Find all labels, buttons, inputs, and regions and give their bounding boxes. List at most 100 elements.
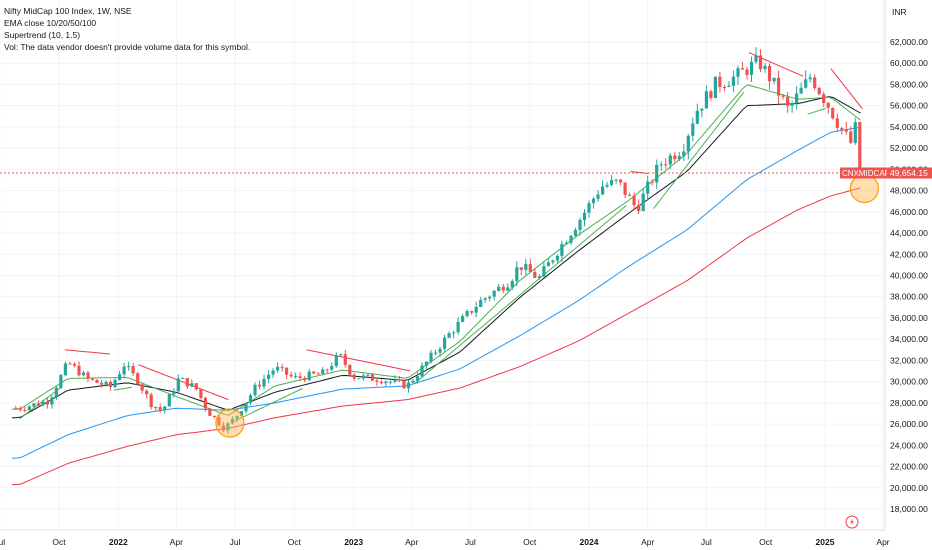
y-tick-label: 46,000.00 [890,207,928,217]
candle-body [163,406,167,411]
ema50-line [11,126,861,459]
candle-body [280,366,284,368]
candle-body [54,387,58,398]
price-axis[interactable]: 18,000.00 20,000.00 22,000.00 24,000.00 26,0… [890,37,928,514]
candle-body [366,374,370,376]
candle-body [27,406,31,410]
ema100-line [11,187,861,486]
candle-body [727,85,731,87]
candle-body [772,77,776,82]
candle-body [221,425,225,431]
candle-body [289,374,293,377]
candle-body [623,182,627,195]
candle-body [691,123,695,136]
candle-body [370,374,374,381]
candle-body [551,260,555,263]
candle-body [722,87,726,88]
candle-body [176,378,180,392]
x-tick-label: Apr [170,537,183,547]
time-axis[interactable]: Jul Oct 2022 Apr Jul Oct 2023 Apr Jul Oct 2024 Apr J… [0,537,890,547]
candle-body [826,102,830,108]
candle-body [601,186,605,195]
candle-body [470,311,474,313]
currency-label[interactable]: INR [892,7,907,17]
candle-body [230,418,234,424]
candle-body [740,68,745,70]
candle-body [709,91,713,98]
candle-body [533,271,537,278]
legend-title[interactable]: Nifty MidCap 100 Index, 1W, NSE [4,6,132,16]
candle-body [136,373,140,385]
candle-body [515,267,519,281]
candle-body [646,181,650,194]
candle-body [352,374,356,379]
candle-body [294,376,298,378]
candle-body [303,377,307,381]
candle-body [777,77,781,96]
candle-body [104,381,108,385]
candle-body [713,76,717,98]
candle-body [614,179,618,181]
candle-body [510,281,514,288]
x-tick-label: Jul [230,537,241,547]
legend-ema[interactable]: EMA close 10/20/50/100 [4,18,97,28]
candle-body [393,379,397,382]
candle-body [461,316,465,322]
candle-body [50,397,54,405]
candle-body [822,94,826,103]
x-tick-label: Jul [465,537,476,547]
candle-body [569,235,573,243]
candle-body [339,354,343,356]
candle-body [235,415,239,419]
candle-body [397,379,401,381]
candle-body [239,411,244,416]
candle-body [158,407,162,411]
candle-body [357,378,361,380]
candle-body [673,155,677,160]
candle-body [596,194,600,199]
candle-body [560,244,564,256]
candle-body [488,296,492,299]
candle-body [799,87,803,94]
candle-body [853,122,857,143]
legend-supertrend[interactable]: Supertrend (10, 1.5) [4,30,81,40]
legend-volume[interactable]: Vol: The data vendor doesn't provide vol… [4,42,251,52]
candle-body [316,373,320,375]
ema-lines [11,84,861,486]
candle-body [655,164,659,183]
y-tick-label: 40,000.00 [890,271,928,281]
candle-body [262,378,266,387]
candle-body [411,380,415,383]
candle-body [591,198,596,204]
supertrend-up-segment [413,205,627,385]
candle-body [154,407,158,408]
candle-body [181,378,185,379]
candle-body [718,76,722,87]
candle-body [59,375,63,388]
candle-body [379,381,383,384]
candle-body [736,68,740,77]
ema20-line [11,96,861,419]
candle-body [443,337,447,349]
x-tick-label: 2025 [816,537,835,547]
candle-body [632,195,636,205]
supertrend-up-segment [653,91,745,209]
candle-body [253,384,257,396]
lightning-icon[interactable] [845,515,859,529]
y-tick-label: 60,000.00 [890,58,928,68]
supertrend-up-segment [19,387,61,420]
candle-body [68,363,72,365]
candle-body [36,403,40,406]
candle-body [686,135,690,152]
candle-body [700,108,704,111]
supertrend-up-segment [807,107,826,115]
highlight-circle [849,173,879,204]
candle-body [524,264,528,270]
candle-body [212,415,216,417]
candle-body [32,403,36,407]
y-tick-label: 62,000.00 [890,37,928,47]
candle-body [749,61,754,75]
price-tag-symbol-bg [840,167,887,179]
candle-body [298,376,302,378]
